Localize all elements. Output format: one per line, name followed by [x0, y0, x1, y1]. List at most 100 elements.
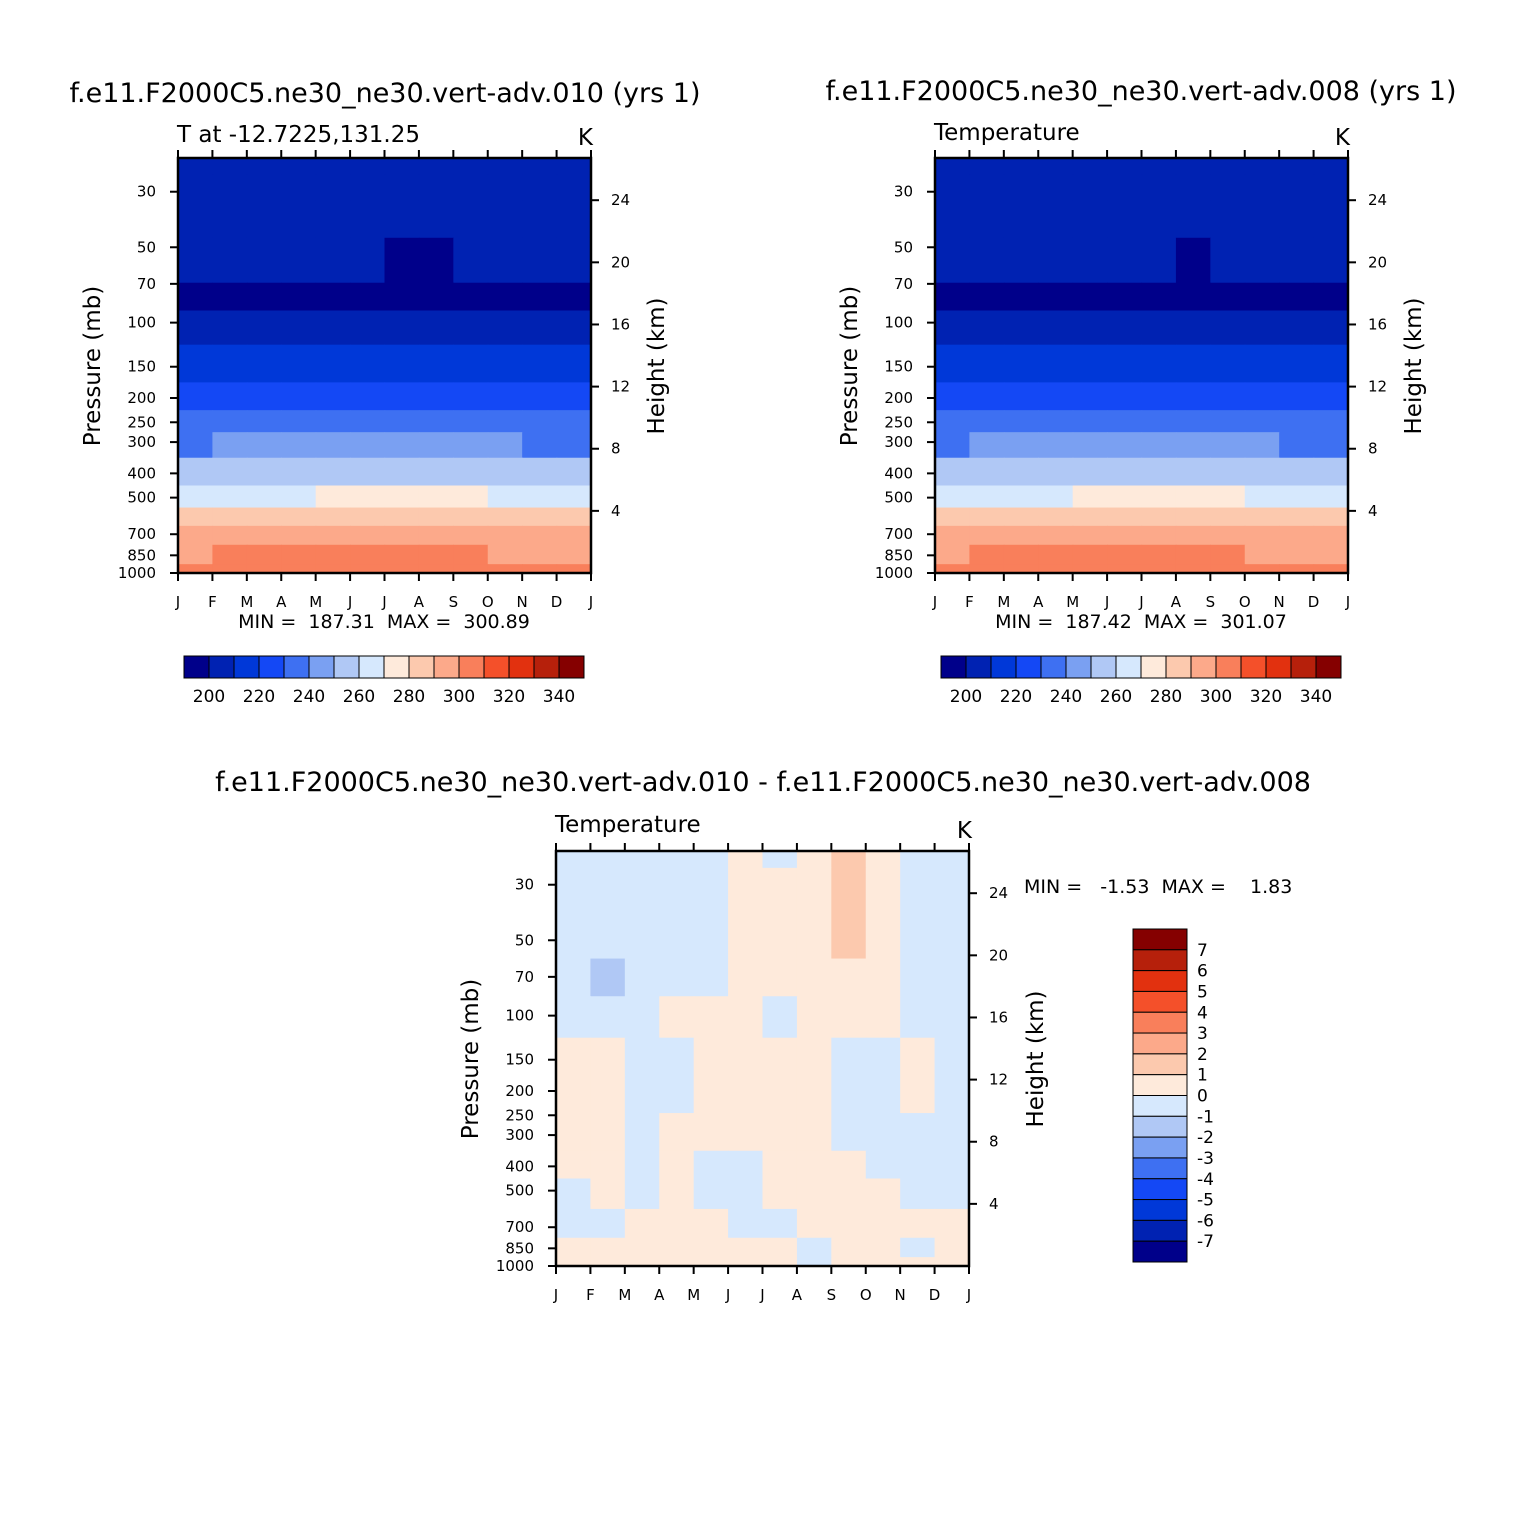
field-cell: [935, 200, 971, 239]
field-cell: [1072, 382, 1108, 411]
field-cell: [1003, 200, 1039, 239]
field-cell: [1279, 282, 1315, 312]
field-cell: [178, 485, 214, 509]
field-cell: [659, 1037, 695, 1076]
field-cell: [969, 410, 1005, 433]
field-cell: [934, 851, 970, 869]
field-cell: [212, 382, 248, 411]
field-cell: [728, 867, 764, 914]
colorbar-swatch: [308, 655, 335, 679]
colorbar-swatch: [1132, 1240, 1188, 1263]
field-cell: [1210, 525, 1246, 546]
field-cell: [556, 174, 592, 201]
x-tick-label: M: [240, 593, 253, 611]
field-cell: [1244, 457, 1280, 487]
colorbar-label: 200: [193, 687, 225, 707]
field-cell: [693, 1257, 729, 1267]
field-cell: [865, 996, 901, 1039]
field-cell: [556, 485, 592, 509]
field-cell: [1003, 564, 1039, 574]
colorbar-swatch: [483, 655, 510, 679]
field-cell: [384, 457, 420, 487]
field-cell: [246, 432, 282, 459]
field-cell: [1003, 174, 1039, 201]
colorbar-label: -4: [1197, 1170, 1214, 1190]
field-cell: [1072, 282, 1108, 312]
field-cell: [350, 432, 386, 459]
x-tick-label: F: [965, 593, 974, 611]
panel-3-ylabel-right: Height (km): [1023, 990, 1049, 1127]
field-cell: [281, 544, 317, 565]
field-cell: [935, 158, 971, 176]
field-cell: [693, 1037, 729, 1076]
y-tick-label: 150: [127, 358, 156, 376]
field-cell: [693, 996, 729, 1039]
field-cell: [1210, 282, 1246, 312]
colorbar-label: 340: [543, 687, 575, 707]
field-cell: [1210, 174, 1246, 201]
field-cell: [590, 1257, 626, 1267]
y-tick-label: 100: [884, 314, 913, 332]
field-cell: [1210, 200, 1246, 239]
y-tick-label: 200: [884, 389, 913, 407]
colorbar-swatch: [208, 655, 235, 679]
field-cell: [831, 1037, 867, 1076]
field-cell: [178, 544, 214, 565]
field-cell: [178, 237, 214, 284]
field-cell: [1210, 382, 1246, 411]
field-cell: [1107, 410, 1143, 433]
colorbar-swatch: [965, 655, 992, 679]
panel-3-subtitle: Temperature: [554, 812, 701, 838]
field-cell: [384, 158, 420, 176]
colorbar-swatch: [1140, 655, 1167, 679]
field-cell: [315, 432, 351, 459]
field-cell: [246, 457, 282, 487]
panel-2-ylabel: Pressure (mb): [837, 286, 863, 446]
field-cell: [1279, 564, 1315, 574]
field-cell: [1313, 544, 1349, 565]
field-cell: [212, 174, 248, 201]
field-cell: [350, 158, 386, 176]
field-cell: [522, 174, 558, 201]
field-cell: [281, 344, 317, 383]
colorbar-label: 4: [1197, 1003, 1208, 1023]
field-cell: [1313, 237, 1349, 284]
field-cell: [1072, 544, 1108, 565]
field-cell: [350, 457, 386, 487]
colorbar-swatch: [533, 655, 560, 679]
field-cell: [969, 200, 1005, 239]
y-tick-right-label: 4: [611, 502, 621, 520]
field-cell: [1003, 544, 1039, 565]
field-cell: [384, 282, 420, 312]
colorbar-swatch: [1065, 655, 1092, 679]
field-cell: [1210, 158, 1246, 176]
colorbar-swatch: [458, 655, 485, 679]
field-cell: [659, 867, 695, 914]
field-cell: [796, 1075, 832, 1114]
field-cell: [1210, 344, 1246, 383]
field-cell: [1072, 174, 1108, 201]
field-cell: [969, 382, 1005, 411]
field-cell: [1072, 507, 1108, 527]
y-tick-right-label: 20: [1368, 253, 1387, 271]
field-cell: [315, 485, 351, 509]
colorbar-label: 300: [1200, 687, 1232, 707]
field-cell: [762, 1237, 798, 1258]
field-cell: [487, 564, 523, 574]
field-cell: [384, 485, 420, 509]
field-cell: [350, 507, 386, 527]
field-cell: [935, 382, 971, 411]
colorbar-label: 240: [293, 687, 325, 707]
colorbar-swatch: [1190, 655, 1217, 679]
field-cell: [728, 1178, 764, 1210]
field-cell: [1003, 282, 1039, 312]
field-cell: [1210, 410, 1246, 433]
field-cell: [1038, 457, 1074, 487]
field-cell: [796, 1113, 832, 1152]
panel-1-colorbar: 200 220 240 260 280 300 320 340: [183, 655, 585, 707]
field-cell: [1038, 485, 1074, 509]
field-cell: [453, 432, 489, 459]
field-cell: [487, 507, 523, 527]
colorbar-swatch: [1132, 1199, 1188, 1221]
y-tick-label: 50: [515, 931, 534, 949]
